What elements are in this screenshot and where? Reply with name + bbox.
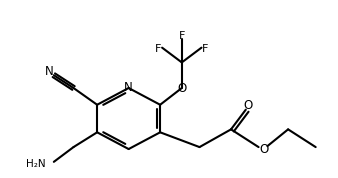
Text: N: N xyxy=(45,65,53,78)
Text: O: O xyxy=(243,99,252,112)
Text: O: O xyxy=(177,82,187,95)
Text: F: F xyxy=(178,31,185,41)
Text: F: F xyxy=(202,44,209,54)
Text: O: O xyxy=(259,143,268,156)
Text: H₂N: H₂N xyxy=(26,159,46,169)
Text: F: F xyxy=(155,44,161,54)
Text: N: N xyxy=(124,80,133,93)
